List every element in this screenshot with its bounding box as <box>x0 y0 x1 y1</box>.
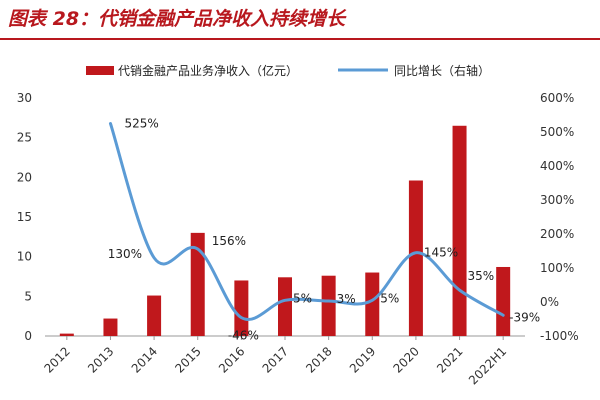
growth-data-label: 130% <box>108 247 142 261</box>
y-right-tick-label: -100% <box>540 329 579 343</box>
legend-bar-label: 代销金融产品业务净收入（亿元） <box>118 63 298 78</box>
y-left-tick-label: 0 <box>24 329 32 343</box>
figure-title: 图表 28：代销金融产品净收入持续增长 <box>8 8 346 30</box>
bar <box>496 266 511 336</box>
x-tick-label: 2016 <box>216 344 247 375</box>
x-tick-label: 2018 <box>303 344 334 375</box>
y-right-tick-label: 300% <box>540 193 574 207</box>
y-left-tick-label: 10 <box>17 250 32 264</box>
x-tick-label: 2022H1 <box>466 344 509 387</box>
bar <box>103 318 118 336</box>
growth-data-label: 3% <box>337 292 356 306</box>
x-tick-label: 2015 <box>172 344 203 375</box>
bar <box>59 333 74 336</box>
y-left-tick-label: 15 <box>17 210 32 224</box>
y-right-tick-label: 600% <box>540 91 574 105</box>
bar <box>321 275 336 336</box>
y-right-tick-label: 200% <box>540 227 574 241</box>
x-tick-label: 2014 <box>129 344 160 375</box>
x-tick-label: 2013 <box>85 344 116 375</box>
x-tick-label: 2012 <box>41 344 72 375</box>
x-tick-label: 2019 <box>347 344 378 375</box>
bar <box>190 232 205 336</box>
y-left-tick-label: 20 <box>17 170 32 184</box>
bar <box>365 272 380 336</box>
bar <box>147 295 162 336</box>
growth-data-label: -39% <box>509 310 540 324</box>
y-right-tick-label: 400% <box>540 159 574 173</box>
y-right-tick-label: 500% <box>540 125 574 139</box>
bar <box>234 280 249 336</box>
growth-data-label: 145% <box>424 246 458 260</box>
y-left-tick-label: 30 <box>17 91 32 105</box>
y-left-tick-label: 5 <box>24 289 32 303</box>
x-tick-label: 2021 <box>434 344 465 375</box>
bar <box>452 125 467 337</box>
growth-data-label: 156% <box>212 234 246 248</box>
x-tick-label: 2017 <box>260 344 291 375</box>
growth-data-label: 525% <box>124 117 158 131</box>
bar <box>278 277 292 336</box>
growth-data-label: -46% <box>228 329 259 343</box>
legend-line-label: 同比增长（右轴） <box>394 63 490 78</box>
y-right-tick-label: 0% <box>540 295 559 309</box>
title-rule <box>0 38 600 40</box>
growth-data-label: 35% <box>468 269 495 283</box>
y-right-tick-label: 100% <box>540 261 574 275</box>
growth-line <box>108 122 505 321</box>
growth-data-label: 5% <box>380 291 399 305</box>
x-tick-label: 2020 <box>391 344 422 375</box>
bar <box>408 180 423 336</box>
growth-data-label: 5% <box>293 291 312 305</box>
y-left-tick-label: 25 <box>17 131 32 145</box>
legend-bar-swatch <box>86 66 114 75</box>
